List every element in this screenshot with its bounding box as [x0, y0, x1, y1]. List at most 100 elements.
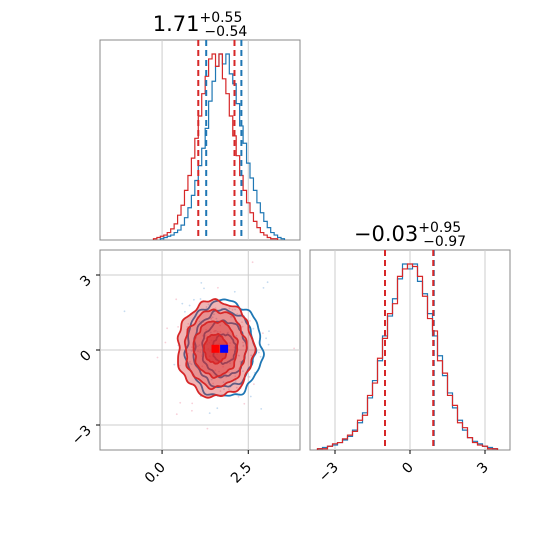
sample-point [219, 324, 222, 327]
sample-point [197, 350, 199, 353]
upper-error: +0.95 [418, 220, 461, 236]
sample-point [210, 378, 213, 381]
sample-point [187, 323, 190, 325]
sample-point [228, 388, 230, 391]
sample-point [214, 369, 217, 372]
panel-title-param-2: −0.03+0.95 −0.97 [354, 220, 466, 250]
sample-point [190, 349, 193, 352]
y-tick-label: 3 [77, 273, 95, 291]
sample-point [204, 335, 207, 337]
sample-point [234, 308, 237, 311]
sample-point [156, 356, 159, 359]
sample-point [212, 382, 215, 385]
sample-point [293, 347, 295, 350]
sample-point [219, 331, 222, 333]
sample-point [207, 303, 210, 306]
sample-point [265, 337, 267, 340]
sample-point [239, 360, 242, 363]
sample-point [237, 395, 240, 398]
sample-point [253, 383, 255, 386]
sample-point [211, 316, 214, 319]
sample-point [227, 331, 230, 334]
sample-point [241, 321, 243, 323]
peak-marker [211, 344, 220, 353]
sample-point [208, 412, 211, 414]
marginal-panel-param-1: 1.71+0.55 −0.54 [99, 10, 301, 241]
sample-point [228, 371, 230, 374]
sample-point [259, 355, 262, 358]
sample-point [251, 261, 254, 264]
sample-point [242, 345, 245, 348]
sample-point [248, 376, 251, 378]
panel-frame [99, 39, 301, 241]
peak-marker [220, 344, 229, 353]
sample-point [219, 390, 222, 392]
sample-point [234, 380, 237, 382]
sample-point [262, 287, 265, 289]
sample-point [222, 365, 225, 368]
joint-panel-param-1-param-2: 0.0 2.5 −3 0 3 [69, 249, 301, 487]
sample-point [216, 407, 219, 410]
sample-point [186, 326, 189, 328]
sample-point [234, 375, 237, 378]
sample-point [199, 298, 202, 300]
sample-point [175, 413, 178, 416]
sample-point [197, 345, 199, 348]
sample-point [236, 313, 239, 315]
sample-point [215, 317, 218, 320]
sample-point [249, 320, 251, 322]
y-tick-label: 0 [77, 348, 95, 366]
sample-point [123, 310, 126, 313]
sample-point [247, 375, 250, 378]
sample-point [203, 287, 205, 290]
sample-point [243, 402, 246, 405]
sample-point [249, 395, 252, 398]
lower-error: −0.97 [423, 234, 466, 250]
histogram-series-2 [152, 53, 279, 240]
sample-point [178, 364, 181, 367]
sample-point [216, 331, 219, 333]
sample-point [190, 363, 193, 366]
sample-point [206, 427, 209, 430]
sample-point [205, 328, 208, 331]
sample-point [229, 315, 232, 318]
sample-point [199, 351, 202, 353]
sample-point [217, 286, 219, 289]
x-tick-label: 0.0 [142, 460, 169, 487]
sample-point [233, 290, 236, 293]
median-value: −0.03 [354, 222, 418, 246]
sample-point [193, 298, 195, 301]
sample-point [191, 402, 194, 405]
sample-point [260, 408, 263, 410]
sample-point [250, 354, 253, 357]
x-tick-label: 0 [399, 460, 417, 478]
sample-point [223, 388, 225, 391]
sample-point [210, 317, 213, 319]
sample-point [242, 370, 244, 373]
sample-point [179, 401, 182, 404]
sample-point [198, 344, 201, 346]
sample-point [201, 365, 204, 368]
sample-point [181, 302, 184, 305]
sample-point [242, 341, 244, 344]
x-tick-label: 2.5 [228, 460, 255, 487]
sample-point [266, 281, 269, 284]
sample-point [231, 308, 234, 311]
lower-error: −0.54 [204, 24, 247, 40]
sample-point [268, 330, 270, 332]
upper-error: +0.55 [199, 10, 242, 26]
sample-point [173, 363, 176, 366]
sample-point [189, 362, 191, 365]
sample-point [222, 381, 225, 384]
sample-point [252, 327, 255, 330]
y-tick-label: −3 [69, 423, 95, 449]
marginal-panel-param-2: −3 0 3 −0.03+0.95 −0.97 [309, 220, 511, 486]
sample-point [214, 329, 216, 332]
sample-point [229, 362, 231, 365]
sample-point [235, 386, 238, 389]
x-tick-label: −3 [316, 460, 342, 486]
sample-point [164, 341, 167, 344]
sample-point [189, 360, 191, 363]
sample-point [267, 343, 270, 346]
